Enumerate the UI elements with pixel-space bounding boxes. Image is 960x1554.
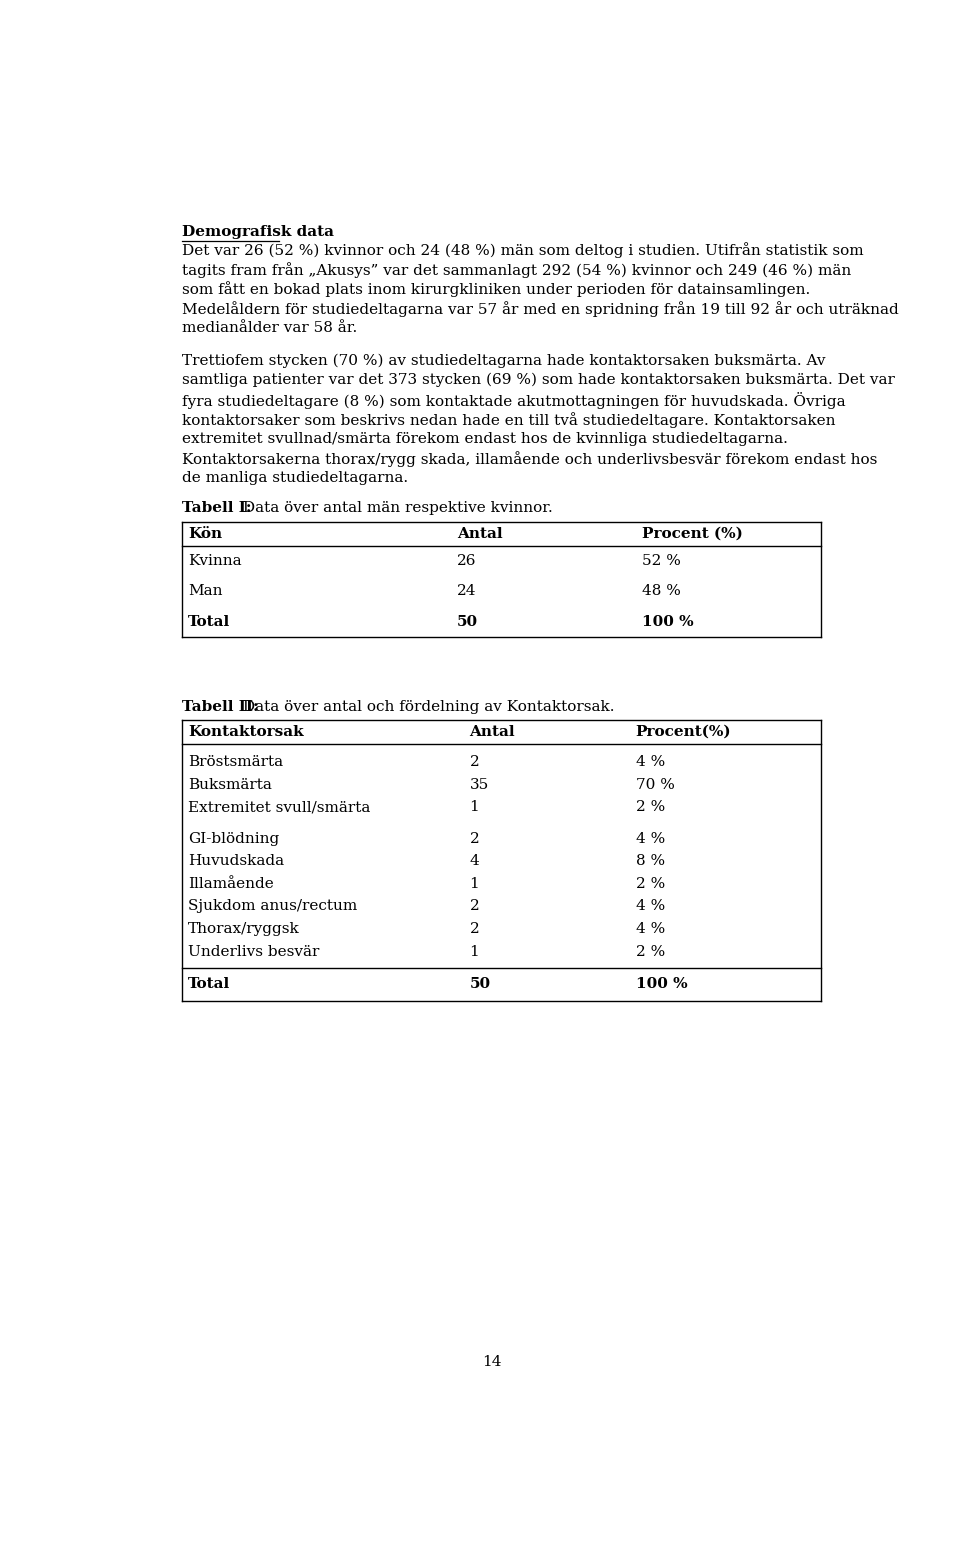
Text: Thorax/ryggsk: Thorax/ryggsk [188, 922, 300, 936]
Text: GI-blödning: GI-blödning [188, 831, 279, 845]
Text: Antal: Antal [457, 527, 502, 541]
Text: Kontaktorsak: Kontaktorsak [188, 726, 303, 740]
Text: 1: 1 [469, 945, 479, 959]
Text: Tabell I:: Tabell I: [182, 502, 252, 516]
Text: 2 %: 2 % [636, 876, 665, 890]
Text: Kön: Kön [188, 527, 223, 541]
Text: extremitet svullnad/smärta förekom endast hos de kvinnliga studiedeltagarna.: extremitet svullnad/smärta förekom endas… [182, 432, 788, 446]
Text: 35: 35 [469, 777, 489, 791]
Text: 1: 1 [469, 800, 479, 814]
Text: Det var 26 (52 %) kvinnor och 24 (48 %) män som deltog i studien. Utifrån statis: Det var 26 (52 %) kvinnor och 24 (48 %) … [182, 242, 864, 258]
Text: 50: 50 [469, 977, 491, 991]
Text: Procent(%): Procent(%) [636, 726, 732, 740]
Text: Illamående: Illamående [188, 876, 274, 890]
Text: Man: Man [188, 584, 223, 598]
Text: Bröstsmärta: Bröstsmärta [188, 755, 283, 769]
Text: 48 %: 48 % [642, 584, 681, 598]
Text: Procent (%): Procent (%) [642, 527, 743, 541]
Text: 4 %: 4 % [636, 831, 665, 845]
Text: 2: 2 [469, 900, 479, 914]
Text: Data över antal och fördelning av Kontaktorsak.: Data över antal och fördelning av Kontak… [238, 699, 614, 713]
Text: som fått en bokad plats inom kirurgkliniken under perioden för datainsamlingen.: som fått en bokad plats inom kirurgklini… [182, 281, 810, 297]
Text: Trettiofem stycken (70 %) av studiedeltagarna hade kontaktorsaken buksmärta. Av: Trettiofem stycken (70 %) av studiedelta… [182, 353, 826, 368]
Text: Extremitet svull/smärta: Extremitet svull/smärta [188, 800, 371, 814]
Text: Tabell II:: Tabell II: [182, 699, 258, 713]
Text: 4 %: 4 % [636, 900, 665, 914]
Text: fyra studiedeltagare (8 %) som kontaktade akutmottagningen för huvudskada. Övrig: fyra studiedeltagare (8 %) som kontaktad… [182, 393, 846, 409]
Text: medianålder var 58 år.: medianålder var 58 år. [182, 320, 357, 334]
Text: Kvinna: Kvinna [188, 553, 242, 567]
Text: 50: 50 [457, 615, 478, 629]
Text: samtliga patienter var det 373 stycken (69 %) som hade kontaktorsaken buksmärta.: samtliga patienter var det 373 stycken (… [182, 373, 895, 387]
Text: 2 %: 2 % [636, 945, 665, 959]
Text: 14: 14 [482, 1355, 502, 1369]
Text: 2: 2 [469, 755, 479, 769]
Text: 100 %: 100 % [636, 977, 687, 991]
Text: 2: 2 [469, 831, 479, 845]
Text: 2: 2 [469, 922, 479, 936]
Text: Underlivs besvär: Underlivs besvär [188, 945, 320, 959]
Text: 4 %: 4 % [636, 922, 665, 936]
Text: Buksmärta: Buksmärta [188, 777, 272, 791]
Text: de manliga studiedeltagarna.: de manliga studiedeltagarna. [182, 471, 408, 485]
Text: Medelåldern för studiedeltagarna var 57 år med en spridning från 19 till 92 år o: Medelåldern för studiedeltagarna var 57 … [182, 301, 899, 317]
Text: Sjukdom anus/rectum: Sjukdom anus/rectum [188, 900, 357, 914]
Text: Demografisk data: Demografisk data [182, 225, 334, 239]
Text: 24: 24 [457, 584, 476, 598]
Text: kontaktorsaker som beskrivs nedan hade en till två studiedeltagare. Kontaktorsak: kontaktorsaker som beskrivs nedan hade e… [182, 412, 835, 427]
Text: 26: 26 [457, 553, 476, 567]
Text: Huvudskada: Huvudskada [188, 855, 284, 869]
Text: 2 %: 2 % [636, 800, 665, 814]
Text: 52 %: 52 % [642, 553, 681, 567]
Text: Data över antal män respektive kvinnor.: Data över antal män respektive kvinnor. [238, 502, 553, 516]
Text: tagits fram från „Akusys” var det sammanlagt 292 (54 %) kvinnor och 249 (46 %) m: tagits fram från „Akusys” var det samman… [182, 263, 852, 278]
Text: 4: 4 [469, 855, 479, 869]
Text: Total: Total [188, 615, 230, 629]
Text: 1: 1 [469, 876, 479, 890]
Text: Kontaktorsakerna thorax/rygg skada, illamående och underlivsbesvär förekom endas: Kontaktorsakerna thorax/rygg skada, illa… [182, 451, 877, 468]
Text: Total: Total [188, 977, 230, 991]
Text: Antal: Antal [469, 726, 516, 740]
Text: 70 %: 70 % [636, 777, 675, 791]
Text: 100 %: 100 % [642, 615, 694, 629]
Text: 8 %: 8 % [636, 855, 665, 869]
Text: 4 %: 4 % [636, 755, 665, 769]
